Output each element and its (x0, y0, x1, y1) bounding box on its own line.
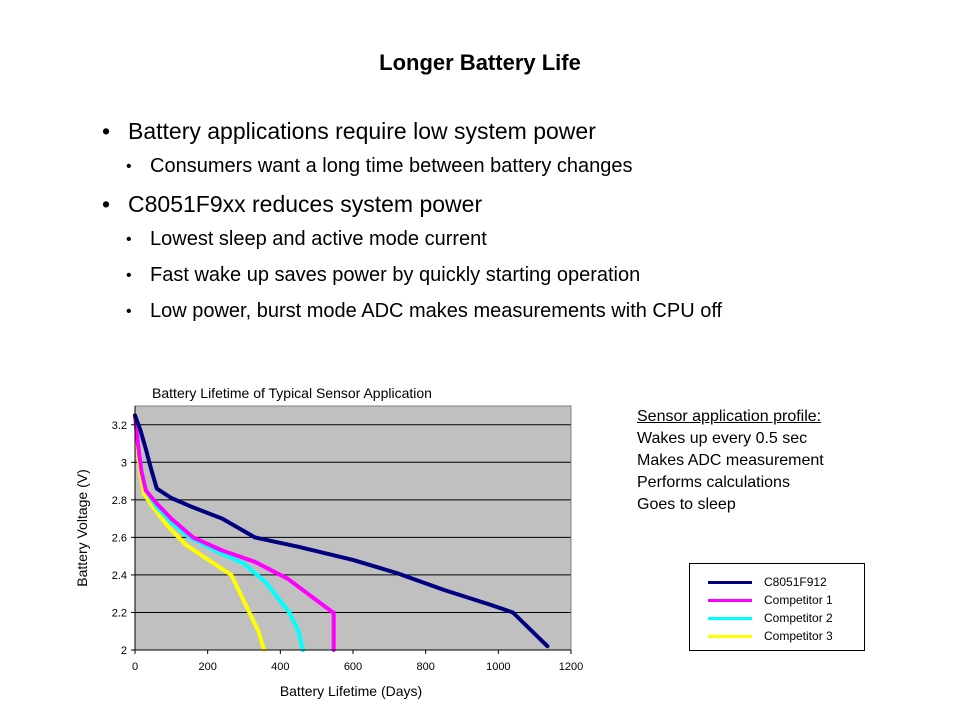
x-tick-label: 800 (416, 661, 434, 673)
series-line-2 (133, 413, 336, 652)
x-tick-label: 1000 (486, 661, 510, 673)
profile-line: Goes to sleep (637, 496, 736, 513)
y-axis-label: Battery Voltage (V) (74, 469, 90, 587)
axis-ticks: 0 200 400 600 800 1000 1200 2 2.2 2.4 2.6 2.8 3 3.2 (112, 406, 583, 673)
legend-entry: Competitor 2 (708, 610, 833, 626)
plot-area (135, 406, 571, 650)
legend-swatch (708, 634, 752, 638)
sub-bullet-item: Consumers want a long time between batte… (100, 155, 920, 178)
legend-swatch (708, 580, 752, 584)
legend-entry: Competitor 3 (708, 628, 833, 644)
legend-swatch (708, 616, 752, 620)
x-tick-label: 400 (271, 661, 289, 673)
chart-legend: C8051F912 Competitor 1 Competitor 2 Comp… (689, 563, 865, 651)
legend-entry: C8051F912 (708, 574, 827, 590)
bullet-item: C8051F9xx reduces system power (100, 191, 920, 218)
y-tick-label: 3 (121, 457, 127, 469)
profile-line: Makes ADC measurement (637, 452, 824, 469)
x-tick-label: 1200 (559, 661, 583, 673)
grid-lines (135, 424, 571, 613)
y-tick-label: 2.4 (112, 570, 127, 582)
y-tick-label: 2 (121, 645, 127, 657)
y-tick-label: 2.2 (112, 607, 127, 619)
slide-title: Longer Battery Life (379, 50, 581, 75)
series-line-1 (133, 413, 550, 649)
profile-line: Performs calculations (637, 474, 790, 491)
x-tick-label: 0 (132, 661, 138, 673)
x-axis-label: Battery Lifetime (Days) (280, 683, 422, 699)
profile-line: Wakes up every 0.5 sec (637, 430, 808, 447)
series-lines (133, 413, 550, 652)
profile-heading: Sensor application profile: (637, 408, 822, 425)
legend-label: Competitor 3 (764, 629, 833, 643)
sensor-profile: Sensor application profile: Wakes up eve… (637, 406, 824, 516)
x-tick-label: 200 (198, 661, 216, 673)
legend-label: Competitor 1 (764, 593, 833, 607)
sub-bullet-item: Lowest sleep and active mode current (100, 228, 920, 251)
legend-entry: Competitor 1 (708, 592, 833, 608)
y-tick-label: 2.6 (112, 532, 127, 544)
y-tick-label: 3.2 (112, 420, 127, 432)
sub-bullet-item: Fast wake up saves power by quickly star… (100, 264, 920, 287)
chart-title: Battery Lifetime of Typical Sensor Appli… (152, 385, 432, 401)
legend-label: C8051F912 (764, 575, 827, 589)
x-tick-label: 600 (344, 661, 362, 673)
bullet-list: Battery applications require low system … (100, 118, 920, 336)
y-tick-label: 2.8 (112, 495, 127, 507)
sub-bullet-item: Low power, burst mode ADC makes measurem… (100, 300, 920, 323)
bullet-item: Battery applications require low system … (100, 118, 920, 145)
battery-lifetime-chart: Battery Lifetime of Typical Sensor Appli… (74, 385, 583, 699)
legend-swatch (708, 598, 752, 602)
legend-label: Competitor 2 (764, 611, 833, 625)
